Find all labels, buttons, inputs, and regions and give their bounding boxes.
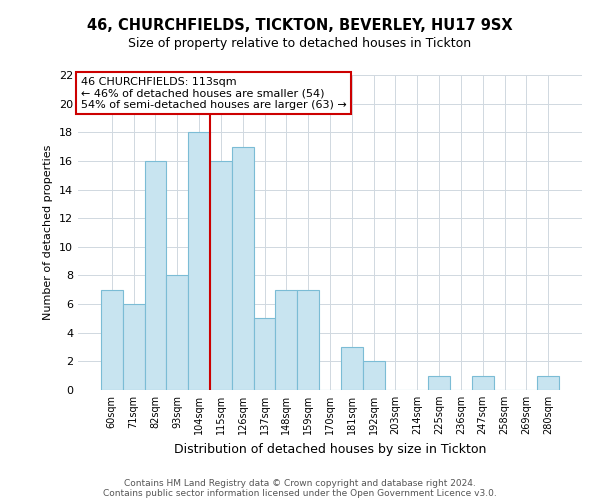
Y-axis label: Number of detached properties: Number of detached properties	[43, 145, 53, 320]
Text: Size of property relative to detached houses in Tickton: Size of property relative to detached ho…	[128, 38, 472, 51]
Bar	[341, 347, 363, 390]
Bar	[145, 161, 166, 390]
Text: Contains HM Land Registry data © Crown copyright and database right 2024.: Contains HM Land Registry data © Crown c…	[124, 478, 476, 488]
Bar	[232, 146, 254, 390]
Text: Contains public sector information licensed under the Open Government Licence v3: Contains public sector information licen…	[103, 488, 497, 498]
Bar	[472, 376, 494, 390]
Bar	[188, 132, 210, 390]
Bar	[428, 376, 450, 390]
Bar	[101, 290, 123, 390]
Text: 46, CHURCHFIELDS, TICKTON, BEVERLEY, HU17 9SX: 46, CHURCHFIELDS, TICKTON, BEVERLEY, HU1…	[87, 18, 513, 32]
Bar	[537, 376, 559, 390]
Bar	[275, 290, 297, 390]
Bar	[254, 318, 275, 390]
Bar	[210, 161, 232, 390]
Bar	[363, 362, 385, 390]
Text: 46 CHURCHFIELDS: 113sqm
← 46% of detached houses are smaller (54)
54% of semi-de: 46 CHURCHFIELDS: 113sqm ← 46% of detache…	[80, 76, 346, 110]
Bar	[166, 276, 188, 390]
X-axis label: Distribution of detached houses by size in Tickton: Distribution of detached houses by size …	[174, 442, 486, 456]
Bar	[123, 304, 145, 390]
Bar	[297, 290, 319, 390]
